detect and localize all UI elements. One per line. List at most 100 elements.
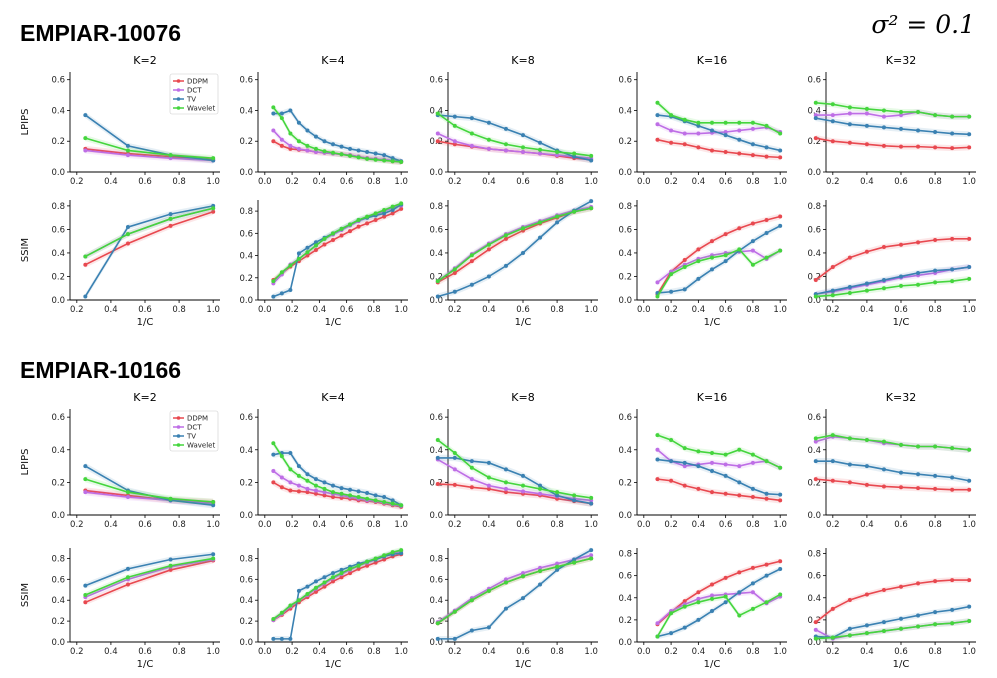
point-wavelet-s0-ssim-k8 [572,209,577,214]
point-dct-s0-lpips-k4 [288,143,293,148]
panel-title-s0-lpips-k8: K=8 [511,54,534,67]
point-ddpm-s1-ssim-k32 [899,584,903,589]
point-wavelet-s1-lpips-k8 [538,486,543,491]
point-wavelet-s0-ssim-k4 [390,204,395,209]
point-ddpm-s1-ssim-k32 [950,578,955,583]
point-ddpm-s0-lpips-k16 [764,154,769,159]
point-ddpm-s0-ssim-k4 [322,242,327,247]
point-wavelet-s1-lpips-k32 [950,446,955,451]
y-tick-label-s1-lpips-k4: 0.6 [239,413,253,423]
line-tv-s1-ssim-k2 [85,553,214,587]
point-tv-s0-lpips-k4 [305,128,310,133]
point-tv-s0-lpips-k4 [390,156,395,161]
y-tick-label-s0-ssim-k4: 0.2 [239,274,253,284]
point-wavelet-s0-lpips-k4 [348,153,353,158]
section-title-empiar-10076: EMPIAR-10076 [20,20,181,46]
x-axis-label-s0-ssim-k16: 1/C [704,317,721,328]
point-wavelet-s0-ssim-k16 [682,265,687,270]
point-wavelet-s0-lpips-k4 [322,149,327,154]
point-wavelet-s0-lpips-k2 [168,153,173,158]
point-ddpm-s1-lpips-k16 [750,495,755,500]
y-tick-label-s1-ssim-k16: 0.4 [618,594,632,604]
point-wavelet-s1-lpips-k32 [916,444,921,449]
band-dct-s1-ssim-k2 [85,556,214,600]
y-tick-label-s0-ssim-k32: 0.8 [807,202,821,212]
x-tick-label-s1-lpips-k8: 0.8 [550,520,564,530]
y-tick-label-s1-ssim-k8: 0.4 [429,596,443,606]
point-wavelet-s0-lpips-k4 [365,156,370,161]
point-wavelet-s1-lpips-k16 [778,465,783,470]
line-wavelet-s0-ssim-k32 [815,278,970,298]
point-ddpm-s1-lpips-k4 [279,485,284,490]
band-ddpm-s0-lpips-k32 [815,135,970,152]
point-wavelet-s1-lpips-k4 [331,490,335,495]
point-tv-s1-ssim-k16 [737,590,742,595]
point-wavelet-s0-lpips-k8 [572,151,577,156]
point-dct-s1-lpips-k16 [723,462,728,467]
x-tick-label-s1-ssim-k2: 1.0 [206,647,220,657]
point-ddpm-s1-lpips-k8 [452,482,457,487]
point-wavelet-s1-ssim-k32 [967,618,972,623]
legend-label-ddpm: DDPM [187,415,208,423]
point-dct-s1-lpips-k4 [313,488,318,493]
point-tv-s0-lpips-k4 [356,148,361,153]
x-tick-label-s0-lpips-k32: 1.0 [962,177,976,187]
point-ddpm-s1-ssim-k4 [322,584,327,589]
point-wavelet-s1-ssim-k2 [168,563,173,568]
point-ddpm-s1-ssim-k16 [737,570,742,575]
y-tick-label-s0-ssim-k2: 0.2 [51,272,65,282]
panel-s1-ssim-k32: 0.00.20.40.60.80.20.40.60.81.01/C [807,548,976,670]
x-tick-label-s1-lpips-k2: 0.8 [172,520,186,530]
x-tick-label-s0-lpips-k16: 0.4 [692,177,706,187]
point-dct-s1-lpips-k16 [710,460,714,465]
point-wavelet-s0-lpips-k4 [399,160,404,164]
y-tick-label-s1-ssim-k16: 0.8 [618,550,632,560]
point-ddpm-s1-lpips-k32 [847,480,852,485]
point-tv-s1-ssim-k8 [503,606,508,611]
x-tick-label-s0-ssim-k16: 0.0 [637,305,651,315]
point-tv-s0-lpips-k2 [125,143,130,148]
line-wavelet-s1-lpips-k4 [272,442,402,507]
point-ddpm-s0-ssim-k16 [710,239,714,244]
point-wavelet-s0-lpips-k4 [339,152,344,157]
x-tick-label-s1-ssim-k4: 1.0 [394,647,408,657]
point-wavelet-s0-ssim-k16 [710,255,714,260]
x-tick-label-s0-lpips-k16: 0.2 [664,177,678,187]
y-tick-label-s0-lpips-k32: 0.0 [807,168,821,178]
panel-title-s1-lpips-k16: K=16 [697,391,727,404]
y-tick-label-s1-lpips-k4: 0.4 [239,446,253,456]
point-wavelet-s0-lpips-k32 [847,105,852,110]
point-tv-s1-lpips-k4 [339,486,344,491]
point-wavelet-s1-ssim-k8 [503,580,508,585]
y-tick-label-s1-ssim-k4: 0.6 [239,575,253,585]
line-tv-s0-ssim-k16 [657,225,781,294]
x-tick-label-s0-lpips-k32: 0.4 [860,177,874,187]
point-dct-s1-ssim-k16 [750,590,755,595]
point-ddpm-s0-ssim-k32 [933,238,938,242]
legend-label-wavelet: Wavelet [187,442,215,450]
point-ddpm-s0-ssim-k32 [950,236,955,241]
point-tv-s1-ssim-k4 [331,571,335,576]
x-tick-label-s1-lpips-k32: 0.4 [860,520,874,530]
point-wavelet-s0-ssim-k8 [469,253,474,258]
point-ddpm-s0-ssim-k32 [916,240,921,245]
point-wavelet-s0-ssim-k4 [288,263,293,268]
point-tv-s0-lpips-k4 [279,111,284,116]
point-tv-s0-ssim-k4 [305,245,310,250]
band-ddpm-s0-ssim-k2 [85,208,214,268]
legend-marker-ddpm [176,416,181,420]
y-tick-label-s1-ssim-k2: 0.6 [51,575,65,585]
point-tv-s0-lpips-k32 [881,125,886,130]
y-tick-label-s0-lpips-k8: 0.4 [429,106,443,116]
point-wavelet-s1-lpips-k32 [847,436,852,441]
line-ddpm-s1-ssim-k16 [656,560,781,625]
point-dct-s0-lpips-k16 [737,128,742,133]
band-ddpm-s1-ssim-k2 [85,557,214,606]
x-tick-label-s0-ssim-k2: 1.0 [206,305,220,315]
point-wavelet-s0-lpips-k4 [373,157,378,162]
point-tv-s1-lpips-k4 [382,495,387,500]
x-tick-label-s1-lpips-k16: 1.0 [773,520,787,530]
point-tv-s0-lpips-k4 [288,108,293,113]
band-tv-s1-ssim-k2 [85,551,214,589]
point-wavelet-s0-ssim-k32 [881,286,886,291]
